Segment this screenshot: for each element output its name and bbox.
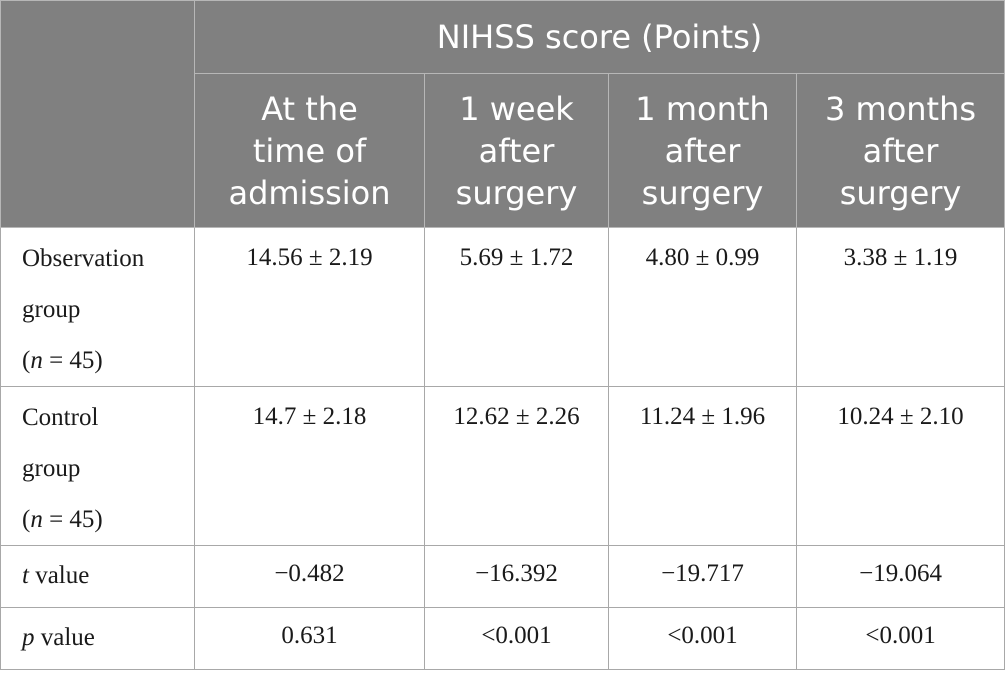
n-value: = 45): [42, 347, 103, 374]
table-cell: −16.392: [424, 545, 609, 608]
row-label-t-value: t value: [0, 545, 195, 608]
n-symbol: n: [30, 506, 43, 533]
table-row-observation: Observation group (n = 45) 14.56 ± 2.19 …: [0, 227, 1005, 387]
row-label-n: (n = 45): [22, 506, 103, 533]
table-row-t-value: t value −0.482 −16.392 −19.717 −19.064: [0, 545, 1005, 608]
row-label-n: (n = 45): [22, 347, 103, 374]
table-cell: 14.7 ± 2.18: [194, 386, 425, 546]
table-cell: <0.001: [424, 607, 609, 670]
table-cell: 11.24 ± 1.96: [608, 386, 797, 546]
table-cell: <0.001: [608, 607, 797, 670]
table-cell: 12.62 ± 2.26: [424, 386, 609, 546]
t-symbol: t: [22, 562, 29, 589]
table-cell: <0.001: [795, 607, 1005, 670]
header-line: admission: [228, 173, 391, 212]
header-line: after: [862, 131, 939, 170]
nihss-table: NIHSS score (Points) At the time of admi…: [0, 0, 1005, 670]
p-symbol: p: [22, 624, 35, 651]
table-cell: 0.631: [194, 607, 425, 670]
table-row-control: Control group (n = 45) 14.7 ± 2.18 12.62…: [0, 386, 1005, 546]
n-value: = 45): [42, 506, 103, 533]
row-label-p-value: p value: [0, 607, 195, 670]
header-line: 3 months: [824, 89, 977, 128]
header-line: surgery: [839, 173, 962, 212]
row-label-control: Control group (n = 45): [0, 386, 195, 546]
table-cell: 5.69 ± 1.72: [424, 227, 609, 387]
header-col-3-months: 3 months after surgery: [795, 73, 1005, 228]
header-col-1-week: 1 week after surgery: [424, 73, 609, 228]
table-row-p-value: p value 0.631 <0.001 <0.001 <0.001: [0, 607, 1005, 670]
row-label-line: Control: [22, 404, 99, 431]
n-symbol: n: [30, 347, 43, 374]
header-col-admission: At the time of admission: [194, 73, 425, 228]
header-col-1-month: 1 month after surgery: [608, 73, 797, 228]
row-label-line: group: [22, 296, 81, 323]
header-line: after: [664, 131, 741, 170]
table-cell: 14.56 ± 2.19: [194, 227, 425, 387]
table-cell: −19.717: [608, 545, 797, 608]
header-row-group: NIHSS score (Points): [0, 0, 1005, 228]
header-corner-cell: [0, 0, 195, 228]
header-line: 1 month: [635, 89, 770, 128]
row-label-text: value: [28, 562, 90, 589]
header-line: At the: [261, 89, 358, 128]
table-cell: 10.24 ± 2.10: [795, 386, 1005, 546]
table-cell: −19.064: [795, 545, 1005, 608]
header-line: surgery: [641, 173, 764, 212]
row-label-observation: Observation group (n = 45): [0, 227, 195, 387]
row-label-line: Observation: [22, 245, 145, 272]
header-group-title: NIHSS score (Points): [193, 0, 1005, 74]
header-row-columns: At the time of admission 1 week after su…: [1, 73, 1005, 228]
row-label-text: value: [34, 624, 95, 651]
table-cell: 3.38 ± 1.19: [795, 227, 1005, 387]
header-line: 1 week: [459, 89, 574, 128]
row-label-line: group: [22, 455, 81, 482]
header-line: time of: [252, 131, 367, 170]
table-cell: 4.80 ± 0.99: [608, 227, 797, 387]
table-cell: −0.482: [194, 545, 425, 608]
header-line: after: [478, 131, 555, 170]
header-line: surgery: [455, 173, 578, 212]
